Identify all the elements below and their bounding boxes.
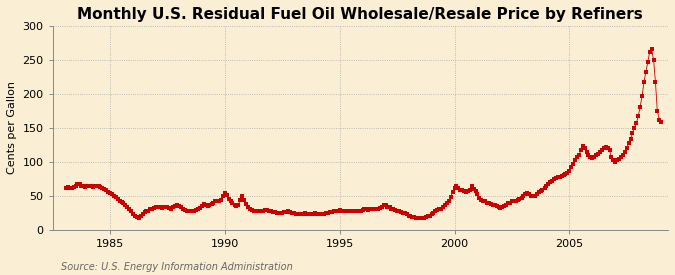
Text: Source: U.S. Energy Information Administration: Source: U.S. Energy Information Administ… xyxy=(61,262,292,272)
Title: Monthly U.S. Residual Fuel Oil Wholesale/Resale Price by Refiners: Monthly U.S. Residual Fuel Oil Wholesale… xyxy=(78,7,643,22)
Y-axis label: Cents per Gallon: Cents per Gallon xyxy=(7,81,17,174)
